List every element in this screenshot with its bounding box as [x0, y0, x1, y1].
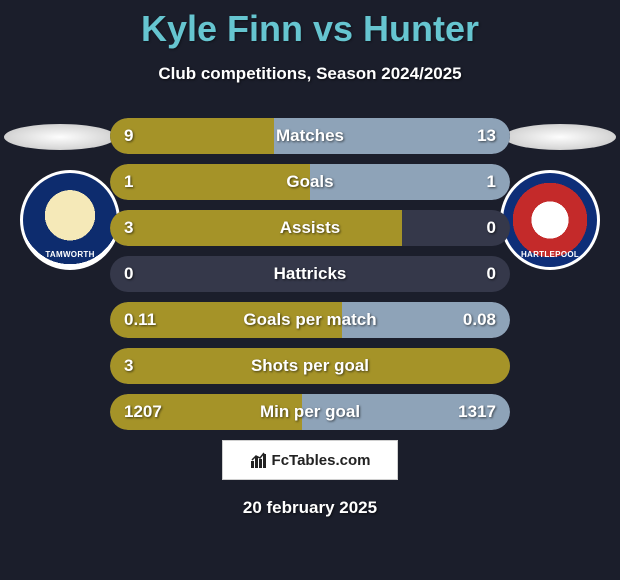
fctables-logo: FcTables.com: [222, 440, 398, 480]
bar-segment-right: [274, 118, 510, 154]
bar-segment-right: [310, 164, 510, 200]
value-left: 0.11: [124, 302, 156, 338]
value-left: 3: [124, 210, 133, 246]
value-left: 3: [124, 348, 133, 384]
comparison-row: 3Shots per goal: [110, 348, 510, 384]
page-title: Kyle Finn vs Hunter: [0, 0, 620, 50]
bar-segment-left: [110, 164, 310, 200]
subtitle: Club competitions, Season 2024/2025: [0, 64, 620, 84]
value-left: 1: [124, 164, 133, 200]
date-label: 20 february 2025: [0, 498, 620, 518]
value-right: 0: [487, 256, 496, 292]
value-right: 1317: [458, 394, 496, 430]
comparison-row: 30Assists: [110, 210, 510, 246]
chart-icon: [250, 451, 268, 469]
club-badge-right: HARTLEPOOL: [500, 170, 600, 270]
value-left: 9: [124, 118, 133, 154]
club-badge-right-label: HARTLEPOOL: [503, 250, 597, 259]
player-ellipse-left: [4, 124, 116, 150]
value-right: 0: [487, 210, 496, 246]
bar-segment-left: [110, 210, 402, 246]
value-right: 0.08: [463, 302, 496, 338]
comparison-row: 0.110.08Goals per match: [110, 302, 510, 338]
value-left: 0: [124, 256, 133, 292]
value-right: 1: [487, 164, 496, 200]
fctables-logo-text: FcTables.com: [272, 452, 371, 469]
player-ellipse-right: [504, 124, 616, 150]
value-right: 13: [477, 118, 496, 154]
bar-segment-left: [110, 348, 510, 384]
club-badge-left: TAMWORTH: [20, 170, 120, 270]
value-left: 1207: [124, 394, 162, 430]
comparison-row: 0 0Hattricks: [110, 256, 510, 292]
bar-segment-left: [110, 118, 274, 154]
comparison-row: 12071317Min per goal: [110, 394, 510, 430]
metric-label: Hattricks: [110, 256, 510, 292]
comparison-row: 913Matches: [110, 118, 510, 154]
comparison-chart: 913Matches11Goals30Assists00Hattricks0.1…: [110, 118, 510, 440]
club-badge-left-label: TAMWORTH: [23, 250, 117, 259]
comparison-row: 11Goals: [110, 164, 510, 200]
